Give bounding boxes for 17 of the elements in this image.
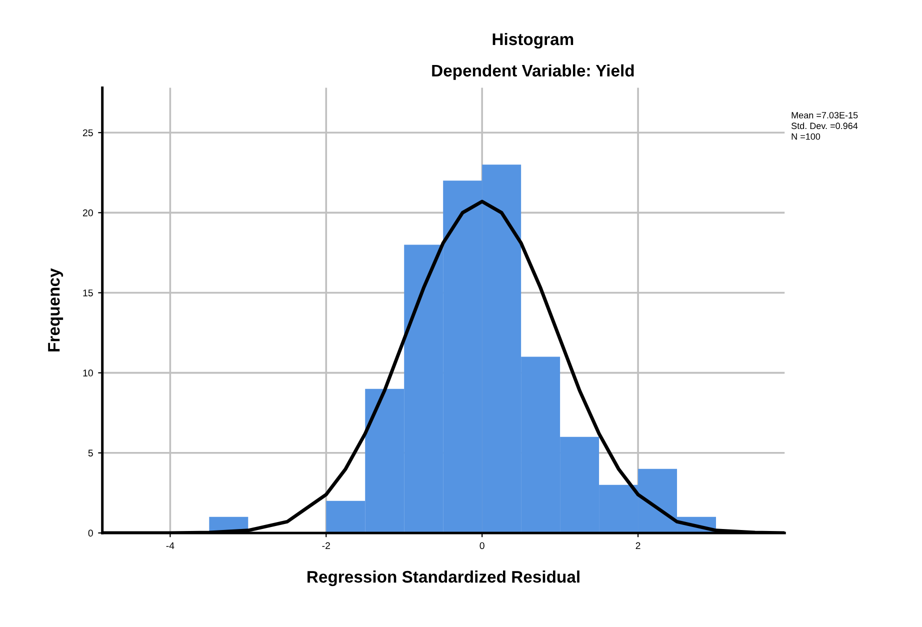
- x-tick-label: 0: [480, 542, 484, 550]
- x-tick-label: 2: [636, 542, 640, 550]
- text: N =100: [792, 133, 820, 140]
- text: Mean =7.03E-15: [792, 112, 858, 118]
- y-tick-label: 20: [82, 209, 93, 216]
- y-tick-label: 0: [88, 530, 93, 537]
- chart-subtitle: Dependent Variable: Yield: [432, 64, 634, 80]
- x-axis-title: Regression Standardized Residual: [308, 570, 580, 586]
- x-tick-label: -4: [166, 542, 174, 550]
- x-tick-label: -2: [322, 542, 330, 550]
- text: Std. Dev. =0.964: [791, 122, 858, 130]
- chart-title: Histogram: [492, 32, 574, 49]
- y-tick-label: 5: [88, 450, 93, 456]
- y-tick-label: 25: [82, 129, 93, 136]
- y-axis-title: Frequency: [48, 268, 64, 352]
- y-tick-label: 10: [83, 370, 93, 376]
- y-tick-label: 15: [83, 290, 93, 296]
